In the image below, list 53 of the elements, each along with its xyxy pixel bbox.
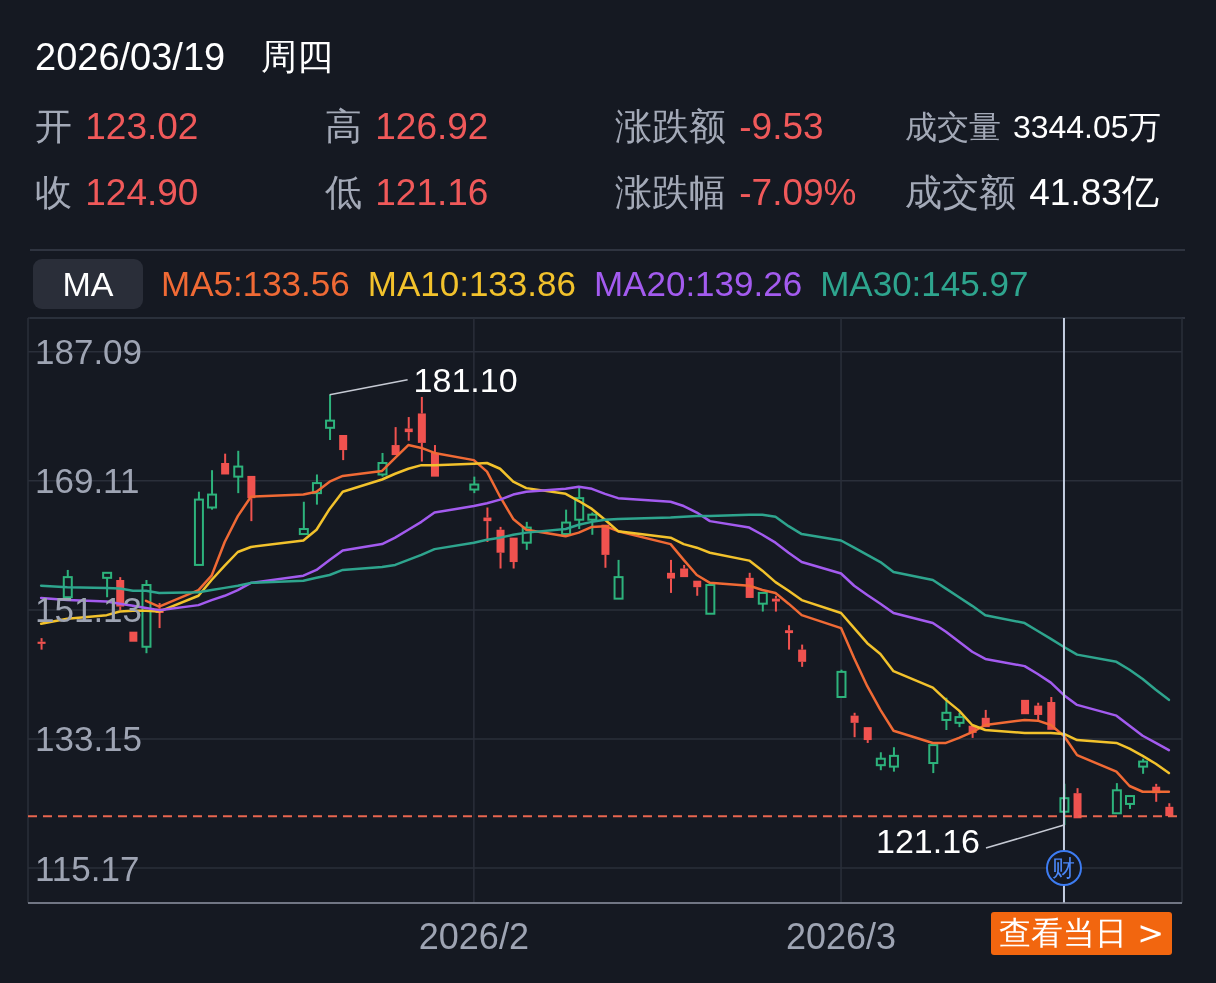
candlestick xyxy=(798,643,807,668)
text: MA5:133.56 xyxy=(161,264,350,304)
y-tick-label: 133.15 xyxy=(35,719,143,759)
candlestick xyxy=(1021,699,1030,715)
text: 开 123.02 xyxy=(35,105,199,148)
text: 高 126.92 xyxy=(325,105,489,148)
text: MA20:139.26 xyxy=(593,264,803,304)
candlestick xyxy=(391,426,400,456)
candlestick xyxy=(601,524,610,569)
text: 涨跌额 -9.53 xyxy=(615,105,824,148)
candlestick xyxy=(233,449,244,495)
line-series xyxy=(39,513,1171,702)
candlestick xyxy=(771,594,780,613)
candlestick xyxy=(705,584,716,615)
y-tick-label: 187.09 xyxy=(35,332,143,372)
text: 成交额 41.83亿 xyxy=(905,171,1159,214)
text: 低 121.16 xyxy=(325,171,489,214)
candlestick xyxy=(1073,787,1082,819)
legend-title: MA xyxy=(62,264,114,304)
button: 查看当日 > xyxy=(991,912,1172,955)
text: MA10:133.86 xyxy=(367,264,576,304)
candlestick xyxy=(221,452,230,475)
annotation: 181.10 xyxy=(413,360,518,399)
x-tick-label: 2026/2 xyxy=(418,915,529,957)
candlestick xyxy=(37,637,46,651)
candlestick xyxy=(667,558,676,594)
y-tick-label: 169.11 xyxy=(35,461,140,501)
candlestick xyxy=(325,393,336,442)
candlestick xyxy=(863,727,872,744)
candlestick xyxy=(509,537,518,570)
annotation: 121.16 xyxy=(875,822,980,861)
y-tick-label: 115.17 xyxy=(35,848,140,888)
candlestick xyxy=(680,563,689,578)
candlestick xyxy=(613,558,624,600)
candlestick xyxy=(417,395,426,463)
candlestick xyxy=(207,469,218,511)
text: 涨跌幅 -7.09% xyxy=(615,171,857,214)
ref-line-label: 财 xyxy=(1052,855,1076,881)
candlestick xyxy=(298,500,309,536)
line-series xyxy=(144,443,1171,793)
candlestick xyxy=(1034,701,1043,721)
text: 成交量 3344.05万 xyxy=(905,107,1161,148)
text: MA30:145.97 xyxy=(820,264,1029,304)
candlestick xyxy=(693,580,702,597)
chart-subtitle: 周四 xyxy=(261,36,334,78)
x-tick-label: 2026/3 xyxy=(785,915,897,957)
candlestick xyxy=(785,624,794,651)
chart-title: 2026/03/19 xyxy=(35,36,226,78)
candlestick xyxy=(928,744,939,775)
text: 收 124.90 xyxy=(35,171,199,214)
candlestick xyxy=(247,475,256,523)
candlestick xyxy=(850,711,859,739)
candlestick xyxy=(1047,695,1056,730)
